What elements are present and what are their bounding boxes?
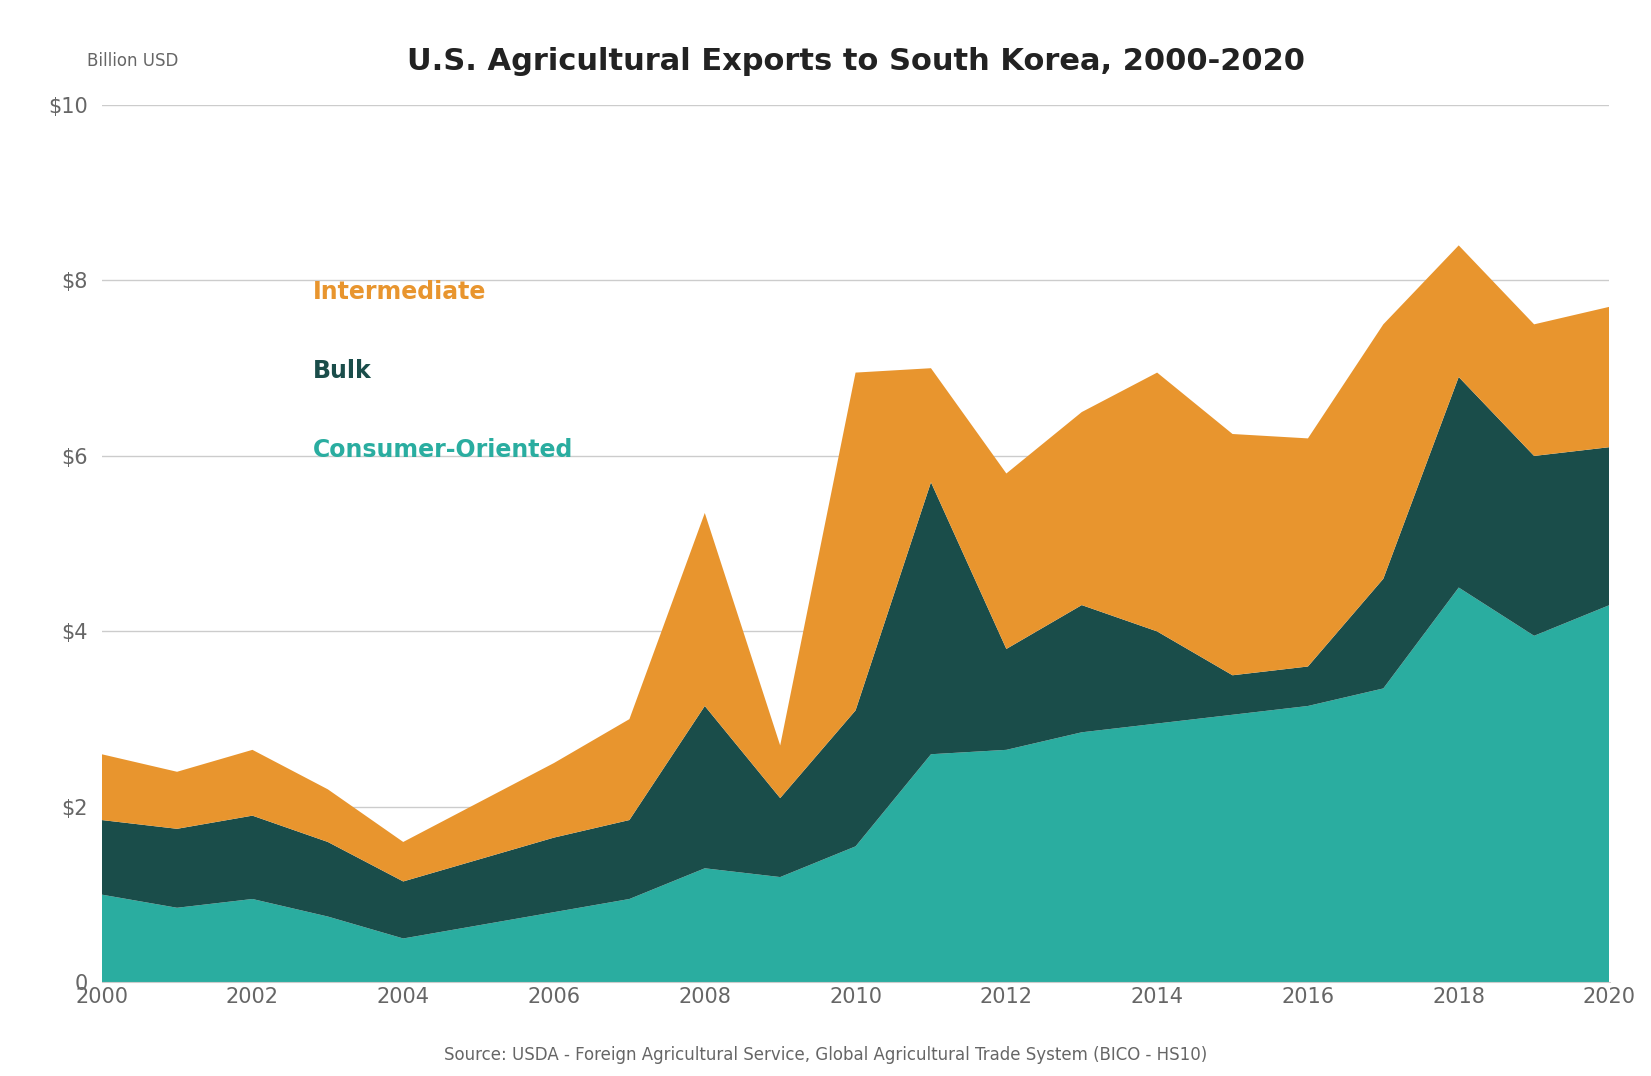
Text: Intermediate: Intermediate [312, 281, 485, 305]
Text: Consumer-Oriented: Consumer-Oriented [312, 438, 573, 463]
Text: Source: USDA - Foreign Agricultural Service, Global Agricultural Trade System (B: Source: USDA - Foreign Agricultural Serv… [444, 1046, 1207, 1064]
Text: Bulk: Bulk [312, 359, 371, 383]
Text: Billion USD: Billion USD [86, 53, 178, 70]
Title: U.S. Agricultural Exports to South Korea, 2000-2020: U.S. Agricultural Exports to South Korea… [406, 47, 1304, 76]
